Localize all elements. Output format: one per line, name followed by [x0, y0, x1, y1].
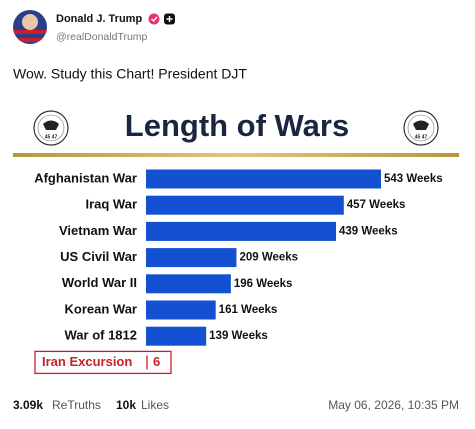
- category-label: Iraq War: [85, 197, 137, 212]
- category-label: World War II: [62, 275, 137, 290]
- callout-label: Iran Excursion: [42, 354, 132, 369]
- callout-value: 6: [153, 354, 160, 369]
- avatar[interactable]: [13, 10, 47, 44]
- category-label: Vietnam War: [59, 223, 137, 238]
- chart-title: Length of Wars: [125, 108, 349, 143]
- bar: [146, 326, 207, 346]
- bar: [146, 248, 237, 268]
- value-label: 139 Weeks: [209, 330, 268, 342]
- like-label[interactable]: Likes: [141, 398, 169, 412]
- value-label: 209 Weeks: [239, 252, 298, 264]
- value-label: 543 Weeks: [384, 173, 443, 185]
- callout-box: [34, 350, 172, 375]
- bar: [146, 300, 216, 320]
- value-label: 196 Weeks: [234, 278, 293, 290]
- seal-text: 45 47: [415, 134, 428, 140]
- bar: [146, 221, 336, 241]
- retruth-label[interactable]: ReTruths: [52, 398, 101, 412]
- verified-badge: [148, 13, 160, 25]
- seal-text: 45 47: [45, 134, 58, 140]
- timestamp: May 06, 2026, 10:35 PM: [328, 398, 459, 412]
- chart: Length of Wars 45 47 45 47 Afghanistan W…: [13, 108, 459, 375]
- seal: 45 47: [33, 110, 69, 146]
- title-rule: [13, 153, 459, 157]
- value-label: 161 Weeks: [219, 304, 278, 316]
- post-text: Wow. Study this Chart! President DJT: [13, 66, 247, 82]
- author-name[interactable]: Donald J. Trump: [56, 13, 142, 25]
- seal: 45 47: [403, 110, 439, 146]
- verified-check: [151, 16, 158, 23]
- category-label: Korean War: [65, 301, 137, 316]
- retruth-count[interactable]: 3.09k: [13, 398, 43, 412]
- bar: [146, 195, 344, 215]
- author-handle[interactable]: @realDonaldTrump: [56, 31, 148, 43]
- badge-plus: [166, 16, 173, 22]
- like-count[interactable]: 10k: [116, 398, 136, 412]
- value-label: 457 Weeks: [347, 199, 406, 211]
- category-label: Afghanistan War: [34, 170, 137, 185]
- bar: [146, 274, 231, 294]
- bar: [146, 169, 382, 189]
- value-label: 439 Weeks: [339, 225, 398, 237]
- category-label: War of 1812: [65, 328, 138, 343]
- category-label: US Civil War: [60, 249, 137, 264]
